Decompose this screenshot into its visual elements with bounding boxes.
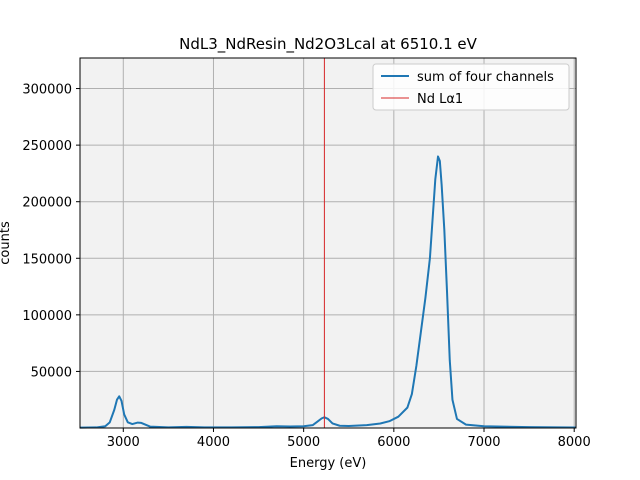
- ticks: 3000 4000 5000 6000 7000 8000 50000 100000 15000…: [22, 83, 590, 450]
- y-tick-label: 200000: [22, 196, 72, 211]
- x-tick-label: 5000: [287, 435, 320, 450]
- x-tick-label: 4000: [197, 435, 230, 450]
- y-tick-label: 300000: [22, 83, 72, 98]
- plot-frame: [79, 57, 577, 429]
- x-tick-label: 6000: [377, 435, 410, 450]
- x-tick-label: 8000: [558, 435, 591, 450]
- legend-box: [372, 63, 570, 111]
- legend-label: Nd Lα1: [417, 92, 463, 107]
- legend-label: sum of four channels: [417, 70, 554, 85]
- chart-title: NdL3_NdResin_Nd2O3Lcal at 6510.1 eV: [179, 35, 478, 54]
- y-tick-label: 150000: [22, 252, 72, 267]
- x-tick-label: 7000: [467, 435, 500, 450]
- grid: [80, 58, 576, 428]
- y-tick-label: 100000: [22, 309, 72, 324]
- legend: sum of four channels Nd Lα1: [372, 63, 570, 111]
- series-line-sum-of-four-channels: [79, 155, 577, 429]
- plot-area: [80, 58, 576, 428]
- y-tick-label: 250000: [22, 139, 72, 154]
- y-tick-label: 50000: [31, 365, 72, 380]
- y-axis-label: counts: [0, 221, 13, 265]
- x-tick-label: 3000: [107, 435, 140, 450]
- x-axis-label: Energy (eV): [290, 456, 367, 471]
- data-layer: [79, 58, 577, 429]
